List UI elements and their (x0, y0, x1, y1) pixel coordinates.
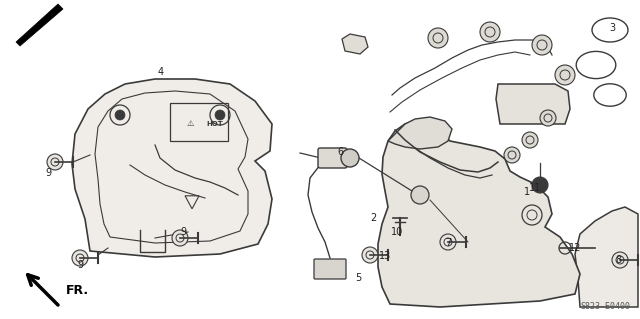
Text: 13: 13 (379, 251, 391, 261)
Circle shape (411, 186, 429, 204)
Text: 8: 8 (615, 255, 621, 265)
Circle shape (362, 247, 378, 263)
Text: 2: 2 (370, 213, 376, 223)
Polygon shape (378, 121, 580, 307)
Circle shape (341, 149, 359, 167)
Text: 9: 9 (45, 168, 51, 178)
FancyBboxPatch shape (318, 148, 347, 168)
Text: 6: 6 (337, 147, 343, 157)
Polygon shape (342, 34, 368, 54)
FancyBboxPatch shape (314, 259, 346, 279)
Circle shape (115, 110, 125, 120)
Circle shape (532, 35, 552, 55)
Text: 12: 12 (569, 243, 581, 253)
Circle shape (612, 252, 628, 268)
Circle shape (532, 177, 548, 193)
Circle shape (555, 65, 575, 85)
Circle shape (440, 234, 456, 250)
Text: S823-E0400: S823-E0400 (580, 302, 630, 311)
Text: 11: 11 (529, 183, 541, 193)
Polygon shape (388, 117, 452, 149)
Circle shape (215, 110, 225, 120)
Text: 7: 7 (445, 238, 451, 248)
Bar (170, 103, 228, 141)
Text: 5: 5 (355, 273, 361, 283)
Text: 10: 10 (391, 227, 403, 237)
Circle shape (172, 230, 188, 246)
Text: 3: 3 (609, 23, 615, 33)
Circle shape (428, 28, 448, 48)
Circle shape (47, 154, 63, 170)
Circle shape (72, 250, 88, 266)
Circle shape (504, 147, 520, 163)
Circle shape (480, 22, 500, 42)
Text: 9: 9 (77, 260, 83, 270)
Polygon shape (575, 207, 638, 307)
Text: 1: 1 (524, 187, 530, 197)
Polygon shape (496, 84, 570, 124)
Text: 9: 9 (180, 227, 186, 237)
Polygon shape (72, 79, 272, 257)
Text: HOT: HOT (206, 121, 223, 127)
Text: FR.: FR. (66, 284, 89, 296)
Polygon shape (16, 4, 63, 46)
Text: 4: 4 (158, 67, 164, 77)
Circle shape (540, 110, 556, 126)
Text: ⚠: ⚠ (186, 119, 194, 129)
Circle shape (522, 132, 538, 148)
